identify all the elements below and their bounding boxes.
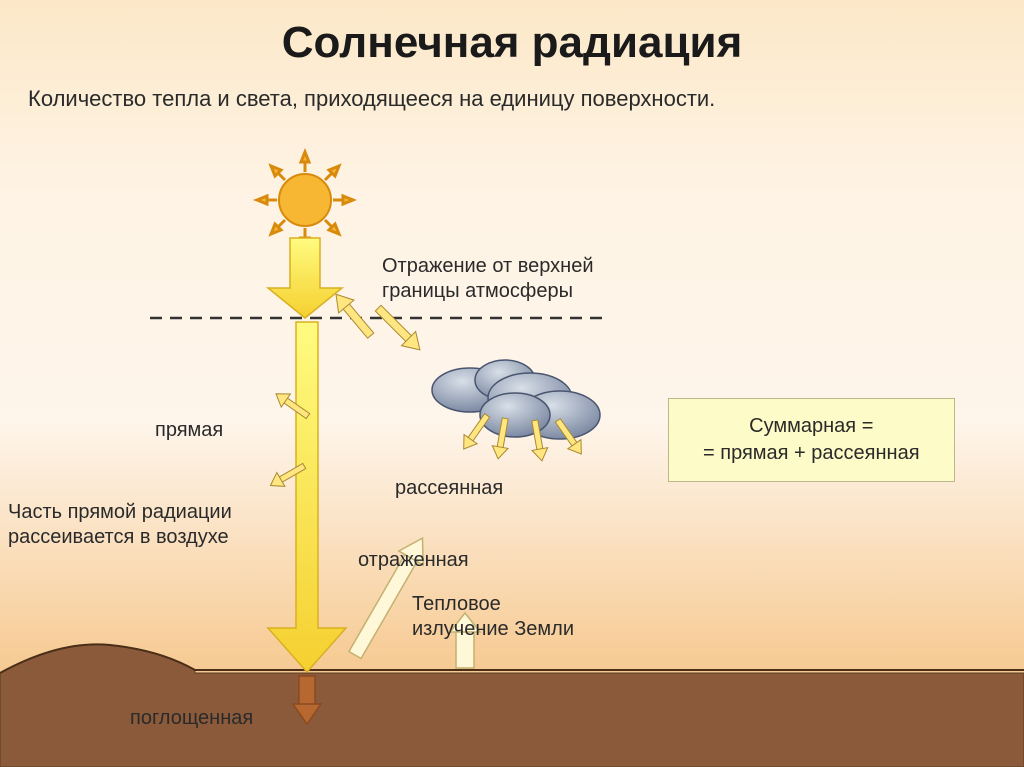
arrow-reflection-atmosphere xyxy=(328,288,378,342)
label-scattered: рассеянная xyxy=(395,476,503,501)
formula-line1: Суммарная = xyxy=(703,413,920,440)
label-direct: прямая xyxy=(155,418,223,443)
arrow-scattered-2 xyxy=(490,417,513,460)
page-title: Солнечная радиация xyxy=(0,0,1024,68)
page-subtitle: Количество тепла и света, приходящееся н… xyxy=(0,68,1024,112)
label-reflection-top: Отражение от верхнейграницы атмосферы xyxy=(382,254,594,304)
label-thermal: Тепловоеизлучение Земли xyxy=(412,592,574,642)
label-absorbed: поглощенная xyxy=(130,706,253,731)
arrow-sun-to-atmosphere xyxy=(268,238,342,318)
arrow-absorbed xyxy=(293,676,321,724)
sun-icon xyxy=(257,152,353,248)
formula-line2: = прямая + рассеянная xyxy=(703,440,920,467)
arrow-air-scatter-2 xyxy=(266,459,308,492)
arrow-scattered-1 xyxy=(457,411,494,454)
arrow-direct-radiation xyxy=(268,322,346,672)
arrow-air-scatter-1 xyxy=(271,387,312,422)
clouds-icon xyxy=(432,360,600,439)
arrow-to-cloud xyxy=(371,301,427,357)
arrow-scattered-4 xyxy=(551,416,588,459)
label-reflected: отраженная xyxy=(358,548,469,573)
ground-surface-line xyxy=(0,644,1024,673)
formula-box: Суммарная = = прямая + рассеянная xyxy=(668,398,955,482)
label-scattered-air: Часть прямой радиациирассеивается в возд… xyxy=(8,500,232,550)
arrow-scattered-3 xyxy=(527,419,550,462)
diagram-svg xyxy=(0,0,1024,767)
